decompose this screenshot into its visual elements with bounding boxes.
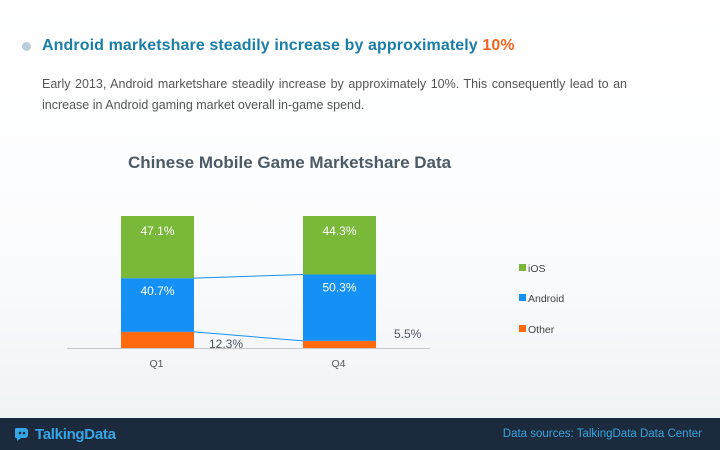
footer: TalkingData Data sources: TalkingData Da… [0,418,720,450]
data-label-ios-q4: 44.3% [322,224,356,238]
legend-label-ios: iOS [528,263,546,275]
headline: Android marketshare steadily increase by… [22,37,515,55]
legend-swatch-ios [519,264,526,271]
legend-swatch-other [519,325,526,332]
body-text: Early 2013, Android marketshare steadily… [42,77,627,112]
bullet-icon [22,41,31,51]
series-line-other [193,331,304,342]
headline-text: Android marketshare steadily increase by… [42,37,515,55]
bar-segment-ios-q1 [121,216,194,279]
data-label-other-q1: 12.3% [209,337,243,351]
bar-segment-ios-q4 [303,216,376,275]
series-line-android [193,273,304,279]
stacked-bar-chart: 12.3% 40.7% 47.1% Q1 5.5% 50.3% 44.3% Q4 iOS Andr… [67,216,564,370]
data-label-android-q1: 40.7% [140,284,174,298]
bar-segment-android-q4 [303,274,376,341]
talkingdata-logo-icon [15,428,28,441]
legend-label-android: Android [528,293,564,305]
bar-segment-other-q4 [303,340,376,348]
talkingdata-logo: TalkingData [13,425,116,443]
bar-segment-android-q1 [121,278,194,332]
headline-main: Android marketshare steadily increase by… [42,37,483,54]
bar-segment-other-q1 [121,331,194,348]
data-label-android-q4: 50.3% [322,280,356,294]
data-source-text: Data sources: TalkingData Data Center [502,428,702,440]
x-tick-label-q1: Q1 [149,358,163,370]
legend-swatch-android [519,294,526,301]
legend-label-other: Other [528,324,555,336]
chart-title: Chinese Mobile Game Marketshare Data [128,153,452,172]
data-label-ios-q1: 47.1% [140,224,174,238]
headline-accent: 10% [482,37,515,54]
logo-text: TalkingData [35,425,116,443]
x-tick-label-q4: Q4 [331,358,345,370]
data-label-other-q4: 5.5% [394,327,422,341]
